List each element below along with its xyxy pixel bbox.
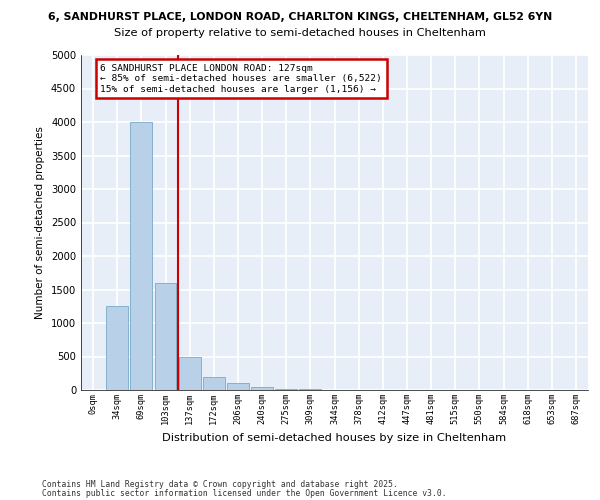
Bar — [203, 376, 224, 390]
Bar — [130, 122, 152, 390]
Text: 6, SANDHURST PLACE, LONDON ROAD, CHARLTON KINGS, CHELTENHAM, GL52 6YN: 6, SANDHURST PLACE, LONDON ROAD, CHARLTO… — [48, 12, 552, 22]
Text: Contains HM Land Registry data © Crown copyright and database right 2025.: Contains HM Land Registry data © Crown c… — [42, 480, 398, 489]
Y-axis label: Number of semi-detached properties: Number of semi-detached properties — [35, 126, 46, 319]
Text: 6 SANDHURST PLACE LONDON ROAD: 127sqm
← 85% of semi-detached houses are smaller : 6 SANDHURST PLACE LONDON ROAD: 127sqm ← … — [100, 64, 382, 94]
Bar — [179, 356, 200, 390]
Text: Contains public sector information licensed under the Open Government Licence v3: Contains public sector information licen… — [42, 489, 446, 498]
Bar — [275, 388, 297, 390]
Text: Size of property relative to semi-detached houses in Cheltenham: Size of property relative to semi-detach… — [114, 28, 486, 38]
Bar — [155, 283, 176, 390]
Bar — [106, 306, 128, 390]
Bar — [227, 384, 249, 390]
X-axis label: Distribution of semi-detached houses by size in Cheltenham: Distribution of semi-detached houses by … — [163, 432, 506, 442]
Bar — [251, 386, 273, 390]
